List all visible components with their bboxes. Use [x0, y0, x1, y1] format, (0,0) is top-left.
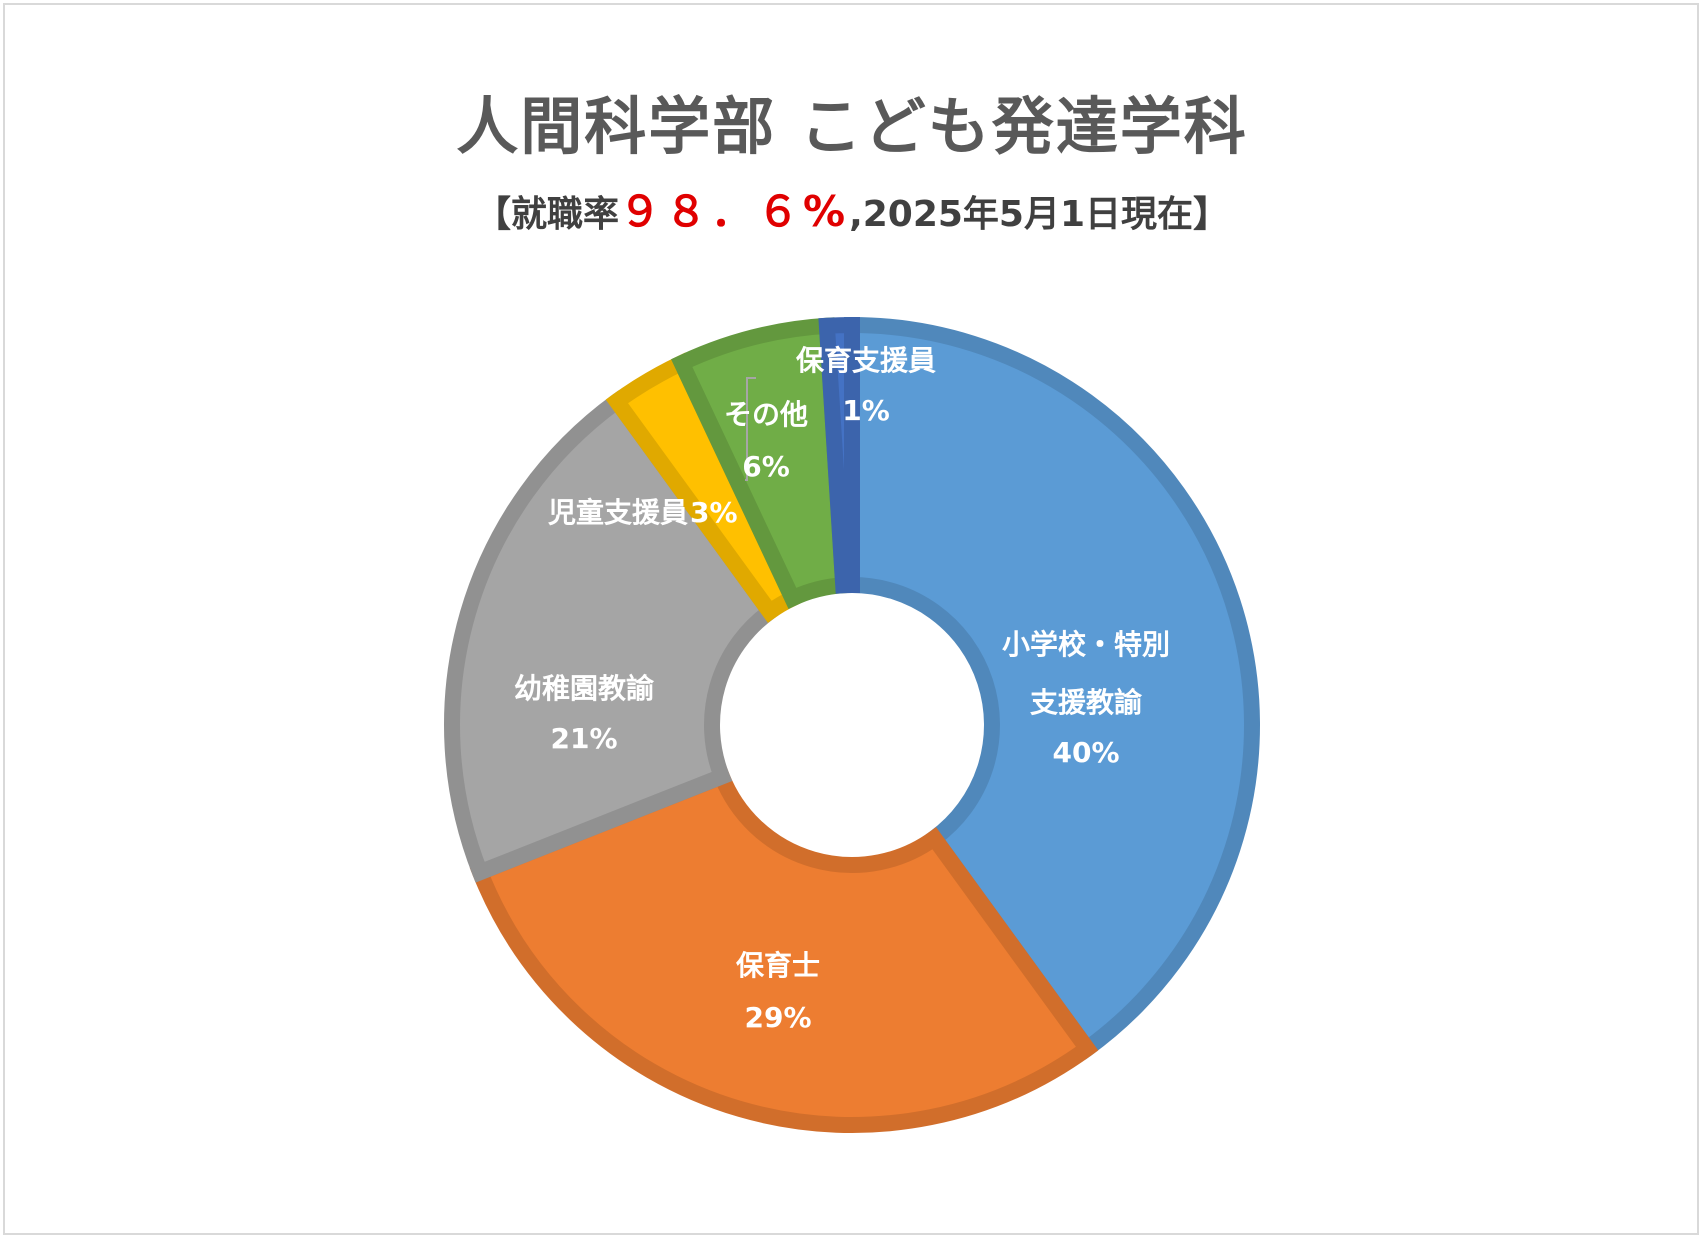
slice-nursery-support: [818, 316, 860, 594]
leader-line-other: [745, 377, 756, 481]
label-child-support: 児童支援員: [548, 496, 688, 529]
subtitle-prefix: 【就職率: [474, 194, 619, 235]
label-nursery-support-value: 1%: [842, 394, 890, 427]
label-nursery-teacher-value: 29%: [744, 1001, 811, 1034]
label-kindergarten-value: 21%: [550, 722, 617, 755]
label-nursery-support: 保育支援員: [796, 344, 936, 377]
label-elementary-a: 小学校・特別: [1002, 628, 1170, 661]
chart-title: 人間科学部 こども発達学科: [456, 90, 1248, 163]
label-nursery-teacher: 保育士: [736, 949, 820, 982]
label-elementary-b: 支援教諭: [1030, 686, 1143, 719]
label-child-support-value: 3%: [690, 496, 738, 529]
chart-subtitle: 【就職率９８．６%,2025年5月1日現在】: [0, 178, 1704, 239]
slice-kindergarten: [444, 390, 781, 883]
employment-rate: ９８．６%: [618, 187, 850, 236]
slice-elementary: [844, 316, 1260, 1060]
subtitle-date: ,2025年5月1日現在】: [849, 194, 1230, 235]
label-elementary-value: 40%: [1052, 736, 1119, 769]
label-kindergarten: 幼稚園教諭: [514, 672, 655, 705]
slice-nursery-teacher: [469, 766, 1099, 1133]
donut-slices: [444, 316, 1260, 1133]
label-other: その他: [724, 398, 808, 431]
label-other-value: 6%: [742, 450, 790, 483]
